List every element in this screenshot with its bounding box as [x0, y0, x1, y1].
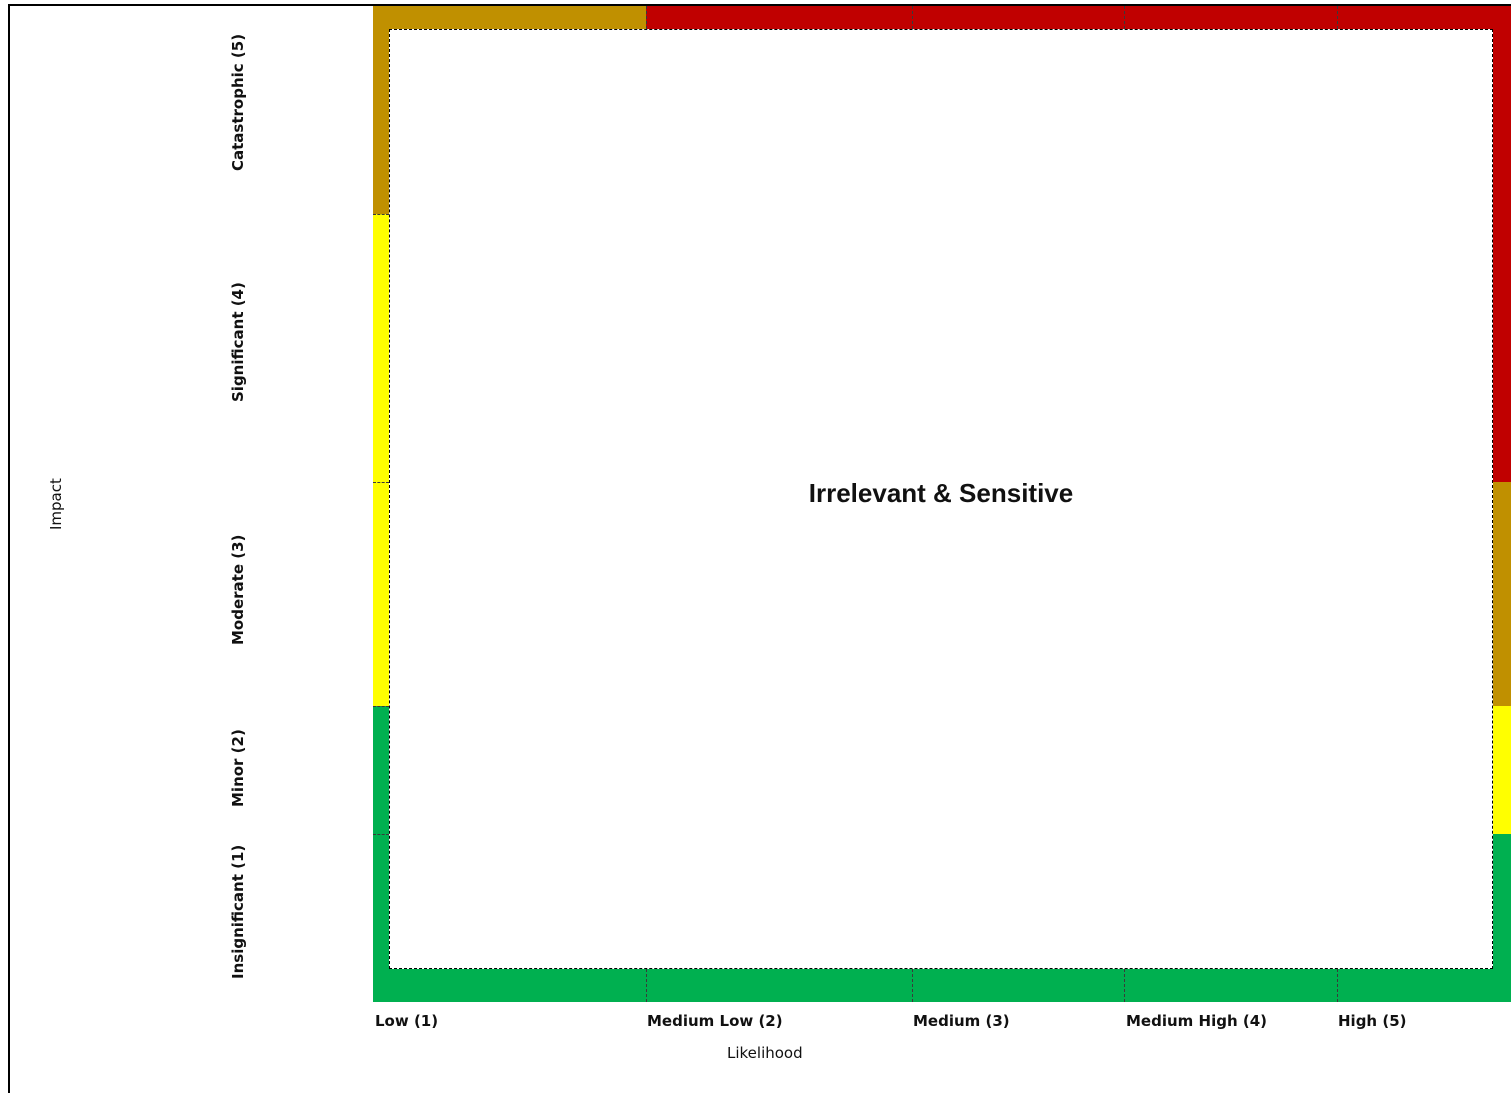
- frame-left-border: [8, 4, 10, 1093]
- left-tick-1: [373, 214, 389, 215]
- y-axis-title: Impact: [47, 478, 65, 530]
- right-band-amber: [1493, 482, 1511, 706]
- bottom-tick-3: [1124, 969, 1125, 1002]
- center-label: Irrelevant & Sensitive: [808, 478, 1074, 508]
- bottom-tick-2: [912, 969, 913, 1002]
- bottom-tick-1: [646, 969, 647, 1002]
- left-tick-4: [373, 834, 389, 835]
- top-tick-4: [1337, 6, 1338, 29]
- top-band-red: [646, 6, 1511, 29]
- x-tick-high: High (5): [1338, 1012, 1407, 1030]
- x-tick-medium: Medium (3): [913, 1012, 1010, 1030]
- bottom-tick-4: [1337, 969, 1338, 1002]
- x-tick-medium-low: Medium Low (2): [647, 1012, 783, 1030]
- y-tick-catastrophic: Catastrophic (5): [229, 33, 247, 171]
- x-tick-medium-high: Medium High (4): [1126, 1012, 1267, 1030]
- x-tick-low: Low (1): [375, 1012, 439, 1030]
- top-tick-3: [1124, 6, 1125, 29]
- plot-area: [389, 29, 1493, 969]
- left-tick-3: [373, 706, 389, 707]
- right-band-yellow: [1493, 706, 1511, 834]
- x-axis-title: Likelihood: [727, 1044, 803, 1062]
- left-band-amber: [373, 29, 389, 214]
- y-tick-moderate: Moderate (3): [229, 534, 247, 645]
- y-tick-minor: Minor (2): [229, 729, 247, 807]
- top-band-amber: [373, 6, 646, 29]
- left-band-yellow: [373, 214, 389, 706]
- right-band-red: [1493, 29, 1511, 482]
- left-tick-2: [373, 482, 389, 483]
- frame-top-border: [8, 4, 1511, 6]
- left-band-green: [373, 706, 389, 969]
- y-tick-significant: Significant (4): [229, 282, 247, 402]
- top-tick-2: [912, 6, 913, 29]
- right-band-green: [1493, 834, 1511, 969]
- top-tick-1: [646, 6, 647, 29]
- y-tick-insignificant: Insignificant (1): [229, 844, 247, 979]
- bottom-band-green: [373, 969, 1511, 1002]
